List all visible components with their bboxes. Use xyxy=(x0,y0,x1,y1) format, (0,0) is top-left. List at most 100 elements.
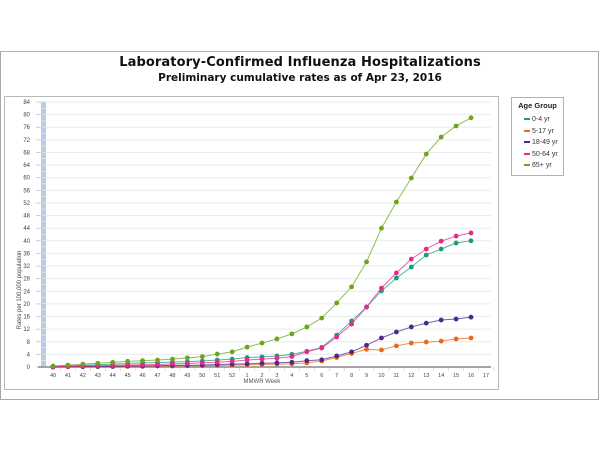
data-point[interactable] xyxy=(170,361,175,367)
data-point[interactable] xyxy=(438,238,444,244)
data-point[interactable] xyxy=(95,360,101,366)
legend-label: 5-17 yr xyxy=(532,127,554,135)
legend-item[interactable]: 50-64 yr xyxy=(524,151,558,158)
y-axis-ticks: 0481216202428323640444852566064687276808… xyxy=(23,100,41,371)
series-50-64-yr xyxy=(50,230,474,370)
data-point[interactable] xyxy=(364,342,369,348)
data-point[interactable] xyxy=(304,358,310,364)
data-point[interactable] xyxy=(379,335,384,341)
data-point[interactable] xyxy=(408,256,414,262)
data-point[interactable] xyxy=(289,354,295,359)
data-point[interactable] xyxy=(334,353,340,359)
y-tick-label: 40 xyxy=(23,239,30,245)
data-point[interactable] xyxy=(423,252,429,258)
data-point[interactable] xyxy=(170,356,175,362)
data-point[interactable] xyxy=(289,359,295,365)
data-point[interactable] xyxy=(453,336,459,342)
legend-item[interactable]: 0-4 yr xyxy=(524,116,550,123)
data-point[interactable] xyxy=(319,357,325,363)
data-point[interactable] xyxy=(349,284,354,290)
y-tick-label: 72 xyxy=(23,138,30,144)
data-point[interactable] xyxy=(468,115,474,121)
data-point[interactable] xyxy=(453,233,459,239)
data-point[interactable] xyxy=(423,246,429,252)
data-point[interactable] xyxy=(199,354,205,359)
data-point[interactable] xyxy=(259,356,265,362)
data-point[interactable] xyxy=(214,351,220,357)
data-point[interactable] xyxy=(274,336,280,342)
data-point[interactable] xyxy=(423,151,429,157)
data-point[interactable] xyxy=(244,357,250,363)
legend-item[interactable]: 18-49 yr xyxy=(524,139,558,146)
data-point[interactable] xyxy=(304,349,310,355)
data-point[interactable] xyxy=(393,329,399,335)
data-point[interactable] xyxy=(274,355,280,361)
data-point[interactable] xyxy=(125,358,131,364)
legend-item[interactable]: 65+ yr xyxy=(524,162,552,169)
data-point[interactable] xyxy=(110,359,116,365)
x-axis-label: MMWR Week xyxy=(244,379,282,385)
data-point[interactable] xyxy=(364,346,369,352)
data-point[interactable] xyxy=(155,362,160,367)
legend-item[interactable]: 5-17 yr xyxy=(524,128,554,135)
data-point[interactable] xyxy=(184,355,190,361)
data-point[interactable] xyxy=(379,347,384,353)
data-point[interactable] xyxy=(259,360,265,366)
data-point[interactable] xyxy=(453,240,459,246)
data-point[interactable] xyxy=(140,362,145,368)
data-point[interactable] xyxy=(468,314,474,320)
data-point[interactable] xyxy=(334,334,340,340)
data-point[interactable] xyxy=(408,340,414,346)
data-point[interactable] xyxy=(125,362,131,368)
data-point[interactable] xyxy=(155,357,160,363)
data-point[interactable] xyxy=(274,360,280,366)
data-point[interactable] xyxy=(65,362,71,368)
data-point[interactable] xyxy=(423,320,429,326)
data-point[interactable] xyxy=(453,123,459,129)
data-point[interactable] xyxy=(393,199,399,205)
data-point[interactable] xyxy=(214,359,220,365)
data-point[interactable] xyxy=(140,358,145,364)
data-point[interactable] xyxy=(229,349,235,355)
data-point[interactable] xyxy=(184,361,190,366)
data-point[interactable] xyxy=(438,134,444,140)
data-point[interactable] xyxy=(50,363,56,369)
x-tick-label: 3 xyxy=(275,373,278,379)
data-point[interactable] xyxy=(259,340,265,346)
data-point[interactable] xyxy=(468,238,474,244)
data-point[interactable] xyxy=(468,230,474,236)
data-point[interactable] xyxy=(393,275,399,281)
data-point[interactable] xyxy=(423,339,429,345)
data-point[interactable] xyxy=(393,270,399,276)
data-point[interactable] xyxy=(379,225,384,231)
data-point[interactable] xyxy=(319,315,325,321)
data-point[interactable] xyxy=(468,335,474,341)
data-point[interactable] xyxy=(199,360,205,366)
data-point[interactable] xyxy=(438,246,444,252)
data-point[interactable] xyxy=(349,321,354,327)
data-point[interactable] xyxy=(408,324,414,330)
data-point[interactable] xyxy=(393,343,399,349)
data-point[interactable] xyxy=(364,304,369,310)
data-point[interactable] xyxy=(334,300,340,306)
x-tick-label: 5 xyxy=(305,373,308,379)
x-tick-label: 1 xyxy=(246,373,249,379)
data-point[interactable] xyxy=(244,344,250,350)
data-point[interactable] xyxy=(364,259,369,265)
data-point[interactable] xyxy=(379,285,384,291)
data-point[interactable] xyxy=(304,324,310,330)
series-65-yr xyxy=(50,115,474,369)
chart-title: Laboratory-Confirmed Influenza Hospitali… xyxy=(119,55,481,70)
data-point[interactable] xyxy=(438,317,444,323)
data-point[interactable] xyxy=(438,338,444,344)
data-point[interactable] xyxy=(408,175,414,181)
data-point[interactable] xyxy=(229,358,235,364)
x-tick-label: 44 xyxy=(110,373,116,379)
data-point[interactable] xyxy=(453,316,459,322)
data-point[interactable] xyxy=(244,361,250,367)
data-point[interactable] xyxy=(349,349,354,355)
data-point[interactable] xyxy=(408,264,414,270)
data-point[interactable] xyxy=(319,345,325,351)
data-point[interactable] xyxy=(80,361,86,367)
data-point[interactable] xyxy=(289,331,295,337)
